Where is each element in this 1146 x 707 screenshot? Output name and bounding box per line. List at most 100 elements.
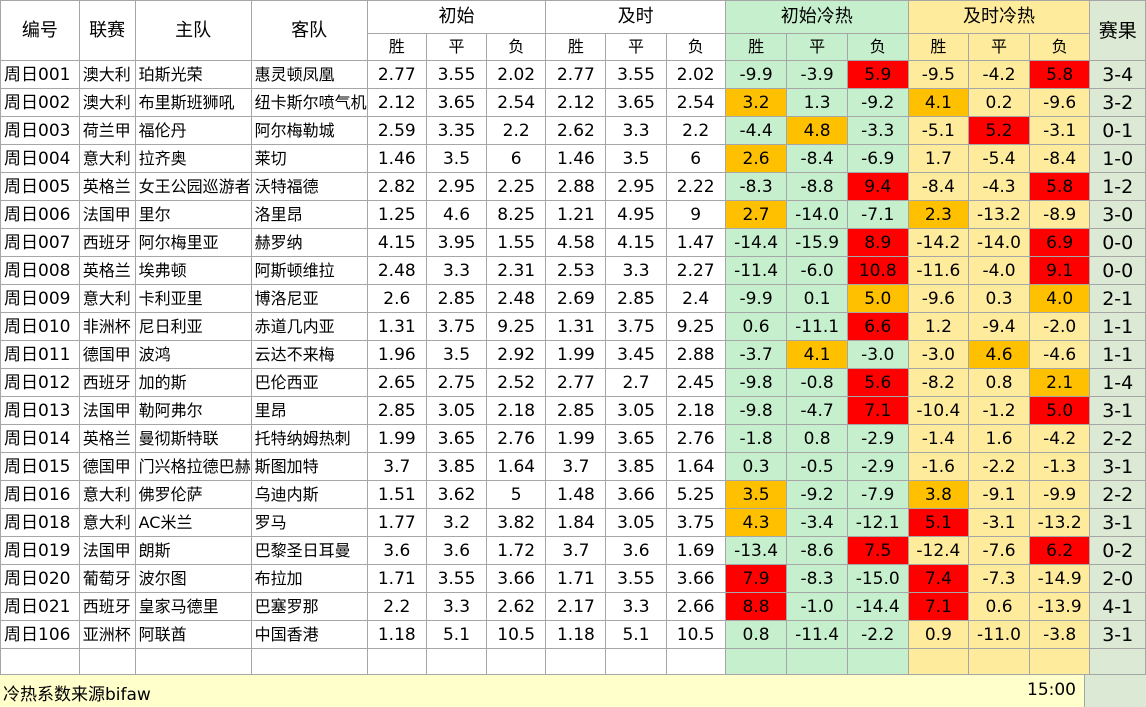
empty-cell[interactable] [1028,648,1091,677]
cell-live-heat[interactable]: -5.1 [907,116,970,145]
cell-live-heat[interactable]: -4.0 [968,256,1030,285]
cell-initial-heat[interactable]: -2.9 [846,424,909,453]
cell-id[interactable]: 周日002 [0,88,80,117]
cell-initial-heat[interactable]: -11.1 [786,312,848,341]
cell-live-heat[interactable]: -8.9 [1028,200,1091,229]
cell-home[interactable]: 里尔 [134,200,252,229]
cell-live-odds[interactable]: 2.18 [665,396,726,425]
cell-live-heat[interactable]: -14.0 [968,228,1030,257]
cell-initial-heat[interactable]: 1.3 [786,88,848,117]
cell-initial-odds[interactable]: 2.62 [486,592,547,621]
cell-initial-odds[interactable]: 2.92 [486,340,547,369]
cell-initial-heat[interactable]: 0.8 [724,620,788,649]
cell-initial-odds[interactable]: 6 [486,144,547,173]
cell-id[interactable]: 周日003 [0,116,80,145]
header-home[interactable]: 主队 [134,0,252,61]
cell-live-odds[interactable]: 2.7 [605,368,667,397]
cell-live-odds[interactable]: 2.88 [545,172,607,201]
cell-initial-heat[interactable]: 5.9 [846,60,909,89]
cell-league[interactable]: 澳大利 [78,88,136,117]
cell-initial-heat[interactable]: -7.1 [846,200,909,229]
cell-live-odds[interactable]: 2.76 [665,424,726,453]
cell-live-odds[interactable]: 2.77 [545,60,607,89]
cell-initial-heat[interactable]: -15.0 [846,564,909,593]
empty-cell[interactable] [486,648,547,677]
header-live-heat[interactable]: 及时冷热 [907,0,1091,34]
cell-result[interactable]: 2-2 [1089,480,1146,509]
cell-live-odds[interactable]: 1.64 [665,452,726,481]
cell-live-odds[interactable]: 4.95 [605,200,667,229]
cell-initial-odds[interactable]: 2.59 [366,116,427,145]
cell-live-heat[interactable]: -3.1 [1028,116,1091,145]
cell-live-heat[interactable]: 5.0 [1028,396,1091,425]
cell-initial-heat[interactable]: -9.9 [724,60,788,89]
cell-result[interactable]: 3-1 [1089,508,1146,537]
cell-initial-heat[interactable]: 0.6 [724,312,788,341]
cell-league[interactable]: 法国甲 [78,200,136,229]
cell-initial-odds[interactable]: 10.5 [486,620,547,649]
cell-live-heat[interactable]: 6.9 [1028,228,1091,257]
cell-home[interactable]: 朗斯 [134,536,252,565]
cell-live-heat[interactable]: -9.4 [968,312,1030,341]
time-cell[interactable]: 15:00 [1027,680,1076,700]
empty-cell[interactable] [724,648,788,677]
cell-live-odds[interactable]: 3.85 [605,452,667,481]
cell-initial-heat[interactable]: 7.5 [846,536,909,565]
cell-live-heat[interactable]: -9.1 [968,480,1030,509]
cell-live-odds[interactable]: 3.3 [605,116,667,145]
cell-result[interactable]: 1-1 [1089,312,1146,341]
cell-initial-odds[interactable]: 1.25 [366,200,427,229]
cell-league[interactable]: 意大利 [78,508,136,537]
cell-initial-odds[interactable]: 2.48 [486,284,547,313]
cell-live-odds[interactable]: 3.45 [605,340,667,369]
cell-live-odds[interactable]: 10.5 [665,620,726,649]
cell-home[interactable]: 女王公园巡游者 [134,172,252,201]
cell-live-heat[interactable]: -3.8 [1028,620,1091,649]
cell-initial-odds[interactable]: 1.18 [366,620,427,649]
cell-live-heat[interactable]: -13.2 [1028,508,1091,537]
cell-initial-heat[interactable]: -8.3 [786,564,848,593]
cell-initial-heat[interactable]: -4.4 [724,116,788,145]
header-iheat-draw[interactable]: 平 [786,33,848,61]
cell-live-odds[interactable]: 2.2 [665,116,726,145]
cell-league[interactable]: 英格兰 [78,256,136,285]
cell-live-heat[interactable]: -14.2 [907,228,970,257]
cell-initial-odds[interactable]: 4.15 [366,228,427,257]
cell-initial-odds[interactable]: 2.52 [486,368,547,397]
cell-live-heat[interactable]: 5.8 [1028,60,1091,89]
cell-live-heat[interactable]: 5.2 [968,116,1030,145]
cell-live-odds[interactable]: 1.47 [665,228,726,257]
cell-live-odds[interactable]: 3.3 [605,256,667,285]
header-initial-draw[interactable]: 平 [425,33,488,61]
cell-initial-heat[interactable]: -3.3 [846,116,909,145]
cell-initial-heat[interactable]: -9.8 [724,368,788,397]
header-live-lose[interactable]: 负 [665,33,726,61]
cell-initial-heat[interactable]: -3.0 [846,340,909,369]
cell-league[interactable]: 意大利 [78,480,136,509]
empty-cell[interactable] [0,648,80,677]
cell-live-odds[interactable]: 2.54 [665,88,726,117]
cell-away[interactable]: 巴黎圣日耳曼 [250,536,368,565]
cell-initial-heat[interactable]: -14.4 [846,592,909,621]
cell-league[interactable]: 德国甲 [78,452,136,481]
cell-away[interactable]: 布拉加 [250,564,368,593]
cell-id[interactable]: 周日004 [0,144,80,173]
cell-initial-heat[interactable]: 4.8 [786,116,848,145]
cell-live-heat[interactable]: -1.3 [1028,452,1091,481]
cell-live-odds[interactable]: 1.46 [545,144,607,173]
cell-initial-heat[interactable]: 5.0 [846,284,909,313]
cell-id[interactable]: 周日014 [0,424,80,453]
cell-away[interactable]: 托特纳姆热刺 [250,424,368,453]
cell-live-odds[interactable]: 3.05 [605,396,667,425]
cell-initial-odds[interactable]: 2.75 [425,368,488,397]
cell-live-odds[interactable]: 2.4 [665,284,726,313]
cell-initial-heat[interactable]: 2.7 [724,200,788,229]
cell-initial-odds[interactable]: 2.77 [366,60,427,89]
cell-initial-heat[interactable]: -4.7 [786,396,848,425]
cell-initial-odds[interactable]: 2.65 [366,368,427,397]
cell-initial-odds[interactable]: 1.99 [366,424,427,453]
cell-id[interactable]: 周日008 [0,256,80,285]
cell-live-heat[interactable]: -3.1 [968,508,1030,537]
cell-live-heat[interactable]: 0.8 [968,368,1030,397]
cell-away[interactable]: 赤道几内亚 [250,312,368,341]
